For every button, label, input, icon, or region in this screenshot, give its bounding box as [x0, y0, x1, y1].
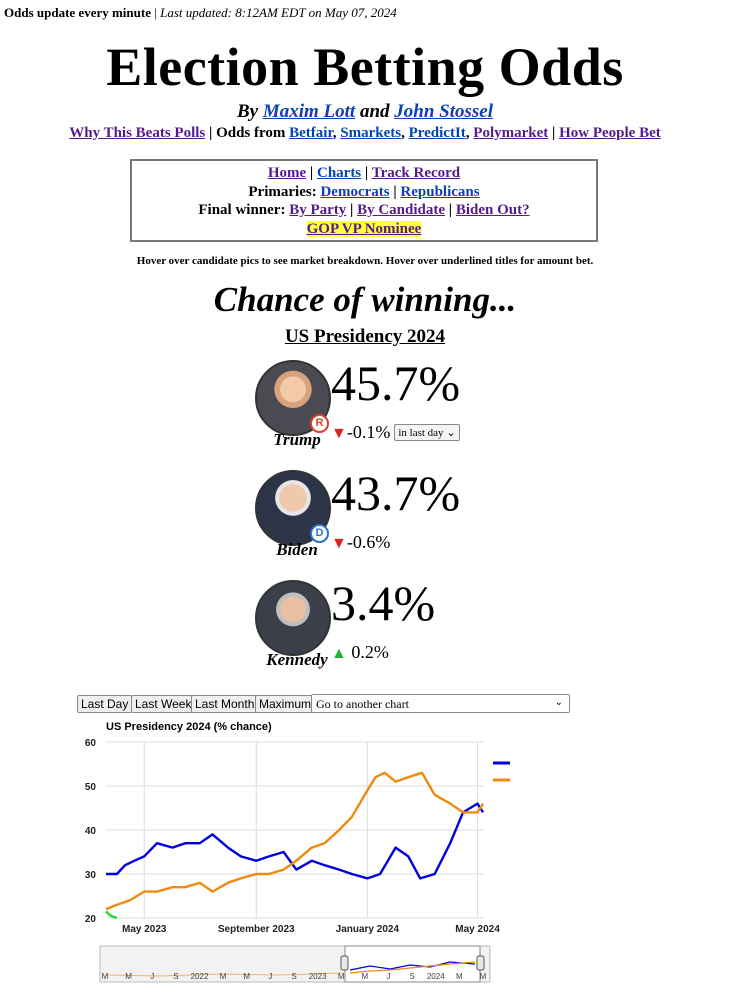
source-link-smarkets[interactable]: Smarkets	[340, 125, 402, 141]
candidate-name: Kennedy	[266, 650, 328, 669]
y-tick-label: 60	[85, 738, 97, 749]
republican-icon: R	[310, 414, 329, 433]
navigator-label: M	[220, 972, 227, 981]
update-status: Odds update every minute | Last updated:…	[4, 5, 397, 20]
candidate-change: ▼-0.6%	[331, 532, 391, 552]
nav-biden-out[interactable]: Biden Out?	[455, 202, 530, 218]
nav-by-candidate[interactable]: By Candidate	[357, 202, 446, 218]
why-beats-polls-link[interactable]: Why This Beats Polls	[69, 125, 206, 141]
x-tick-label: May 2023	[122, 924, 167, 935]
odds-chart[interactable]: US Presidency 2024 (% chance) 20 30 40 50 60 M…	[80, 718, 510, 990]
candidate-percent: 3.4%	[331, 575, 436, 631]
nav-charts[interactable]: Charts	[316, 165, 362, 181]
series-line-biden	[106, 802, 485, 880]
range-handle-left	[340, 955, 349, 971]
maximum-button[interactable]: Maximum	[255, 695, 316, 713]
author-link-john-stossel[interactable]: John Stossel	[394, 101, 494, 122]
navigator-label: M	[125, 972, 132, 981]
page-title: Election Betting Odds	[106, 37, 624, 97]
source-link-polymarket[interactable]: Polymarket	[473, 125, 549, 141]
candidate-change: ▼-0.1% in last day ⌄	[331, 422, 460, 443]
navigator-label: J	[268, 972, 272, 981]
navigator-label: M	[338, 972, 345, 981]
candidate-name: Trump	[273, 430, 321, 449]
nav-republicans[interactable]: Republicans	[400, 183, 480, 200]
range-handle-right	[476, 955, 485, 971]
candidate-photo[interactable]	[255, 360, 331, 436]
navigator-label: 2024	[427, 972, 445, 981]
nav-gop-vp-nominee[interactable]: GOP VP Nominee	[306, 220, 422, 237]
arrow-up-icon: ▲	[331, 645, 347, 662]
hover-hint: Hover over candidate pics to see market …	[136, 255, 594, 267]
x-tick-label: January 2024	[336, 924, 400, 935]
navigator-label: M	[102, 972, 109, 981]
navigation-box: Home | Charts | Track Record Primaries: …	[130, 159, 598, 242]
navigator-label: J	[387, 972, 391, 981]
x-tick-label: September 2023	[218, 924, 295, 935]
last-day-button[interactable]: Last Day	[77, 695, 133, 713]
nav-democrats[interactable]: Democrats	[320, 183, 390, 200]
chance-heading: Chance of winning...	[213, 280, 517, 319]
chevron-down-icon: ⌄	[554, 697, 563, 708]
how-people-bet-link[interactable]: How People Bet	[559, 125, 661, 141]
candidate-percent: 43.7%	[331, 465, 461, 521]
candidate-biden: D Biden 43.7% ▼-0.6%	[255, 465, 555, 575]
arrow-down-icon: ▼	[331, 425, 347, 442]
author-link-maxim-lott[interactable]: Maxim Lott	[262, 101, 356, 122]
navigator-label: S	[409, 972, 414, 981]
source-link-betfair[interactable]: Betfair	[289, 125, 333, 141]
byline: By Maxim Lott and John Stossel	[236, 101, 494, 122]
navigator-label: M	[362, 972, 369, 981]
chart-select[interactable]: Go to another chart ⌄	[311, 694, 570, 713]
series-line-other	[105, 910, 118, 920]
navigator-label: M	[480, 972, 487, 981]
series-line-trump	[105, 771, 485, 911]
navigator-label: M	[243, 972, 250, 981]
nav-home[interactable]: Home	[267, 165, 307, 181]
navigator-label: S	[173, 972, 178, 981]
period-select[interactable]: in last day ⌄	[394, 424, 460, 441]
navigator-line-trump	[349, 961, 476, 974]
democrat-icon: D	[310, 524, 329, 543]
navigator-line-history	[104, 972, 343, 977]
candidate-change: ▲ 0.2%	[331, 642, 389, 662]
navigator-label: 2023	[309, 972, 327, 981]
y-tick-label: 30	[85, 870, 97, 881]
y-tick-label: 50	[85, 782, 97, 793]
candidate-trump: R Trump 45.7% ▼-0.1% in last day ⌄	[255, 355, 555, 465]
y-tick-label: 40	[85, 826, 97, 837]
source-link-predictit[interactable]: PredictIt	[408, 125, 466, 141]
candidate-photo[interactable]	[255, 580, 331, 656]
update-frequency: Odds update every minute	[4, 5, 151, 20]
last-month-button[interactable]: Last Month	[191, 695, 259, 713]
last-updated: Last updated: 8:12AM EDT on May 07, 2024	[160, 5, 397, 20]
navigator-label: 2022	[191, 972, 209, 981]
y-tick-label: 20	[85, 914, 97, 925]
race-title: US Presidency 2024	[284, 326, 446, 347]
navigator-label: J	[150, 972, 154, 981]
x-tick-label: May 2024	[455, 924, 500, 935]
nav-by-party[interactable]: By Party	[289, 202, 347, 218]
sources-line: Why This Beats Polls | Odds from Betfair…	[69, 125, 661, 141]
candidate-percent: 45.7%	[331, 355, 461, 411]
navigator-label: M	[456, 972, 463, 981]
arrow-down-icon: ▼	[331, 535, 347, 552]
navigator-line-biden	[349, 961, 476, 971]
navigator-label: S	[291, 972, 296, 981]
candidate-kennedy: Kennedy 3.4% ▲ 0.2%	[255, 575, 555, 685]
last-week-button[interactable]: Last Week	[131, 695, 196, 713]
candidate-name: Biden	[276, 540, 318, 559]
nav-track-record[interactable]: Track Record	[371, 165, 461, 181]
chart-title: US Presidency 2024 (% chance)	[106, 721, 272, 733]
